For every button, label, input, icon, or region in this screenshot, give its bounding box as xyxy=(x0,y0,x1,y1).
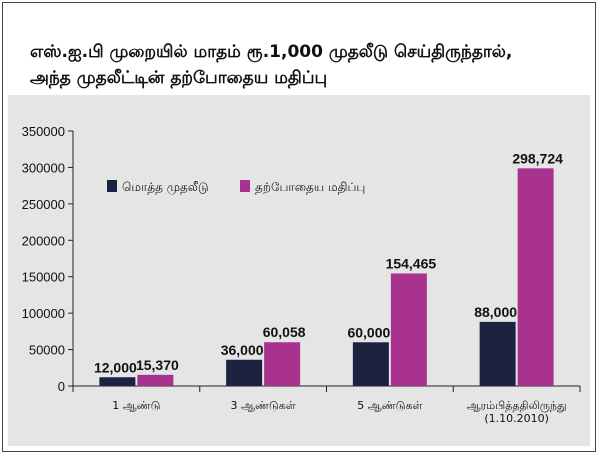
data-label: 88,000 xyxy=(474,304,517,320)
x-tick-label: 3 ஆண்டுகள் xyxy=(231,399,296,412)
bar-current-value xyxy=(264,342,301,386)
data-label: 154,465 xyxy=(386,255,437,271)
legend-swatch xyxy=(107,180,117,192)
y-tick-label: 150000 xyxy=(22,270,65,285)
data-label: 60,058 xyxy=(263,324,306,340)
data-label: 298,724 xyxy=(512,150,563,166)
y-tick-label: 250000 xyxy=(22,197,65,212)
data-label: 15,370 xyxy=(136,357,179,373)
x-tick-label: 1 ஆண்டு xyxy=(112,399,160,412)
bar-current-value xyxy=(137,374,174,386)
y-tick-label: 300000 xyxy=(22,160,65,175)
bar-total-investment xyxy=(479,321,516,386)
bar-current-value xyxy=(390,273,427,386)
legend-label: தற்போதைய மதிப்பு xyxy=(255,180,365,194)
y-tick-label: 100000 xyxy=(22,306,65,321)
y-tick-label: 200000 xyxy=(22,233,65,248)
bar-total-investment xyxy=(352,342,389,386)
chart-title: எஸ்.ஐ.பி முறையில் மாதம் ரூ.1,000 முதலீடு… xyxy=(30,39,512,91)
data-label: 60,000 xyxy=(347,324,390,340)
data-label: 36,000 xyxy=(221,342,264,358)
legend-swatch xyxy=(240,180,250,192)
title-line-2: அந்த முதலீட்டின் தற்போதைய மதிப்பு xyxy=(30,68,328,88)
x-tick-label: (1.10.2010) xyxy=(484,412,549,425)
title-line-1: எஸ்.ஐ.பி முறையில் மாதம் ரூ.1,000 முதலீடு… xyxy=(30,42,513,62)
plot-background xyxy=(8,95,590,446)
bar-current-value xyxy=(517,168,554,386)
data-label: 12,000 xyxy=(94,359,137,375)
x-tick-label: 5 ஆண்டுகள் xyxy=(357,399,422,412)
y-tick-label: 350000 xyxy=(22,124,65,139)
legend-label: மொத்த முதலீடு xyxy=(122,180,209,195)
bar-total-investment xyxy=(99,377,136,386)
bar-total-investment xyxy=(226,359,263,386)
y-tick-label: 50000 xyxy=(29,343,65,358)
y-tick-label: 0 xyxy=(58,379,65,394)
x-tick-label: ஆரம்பித்ததிலிருந்து xyxy=(467,399,567,412)
